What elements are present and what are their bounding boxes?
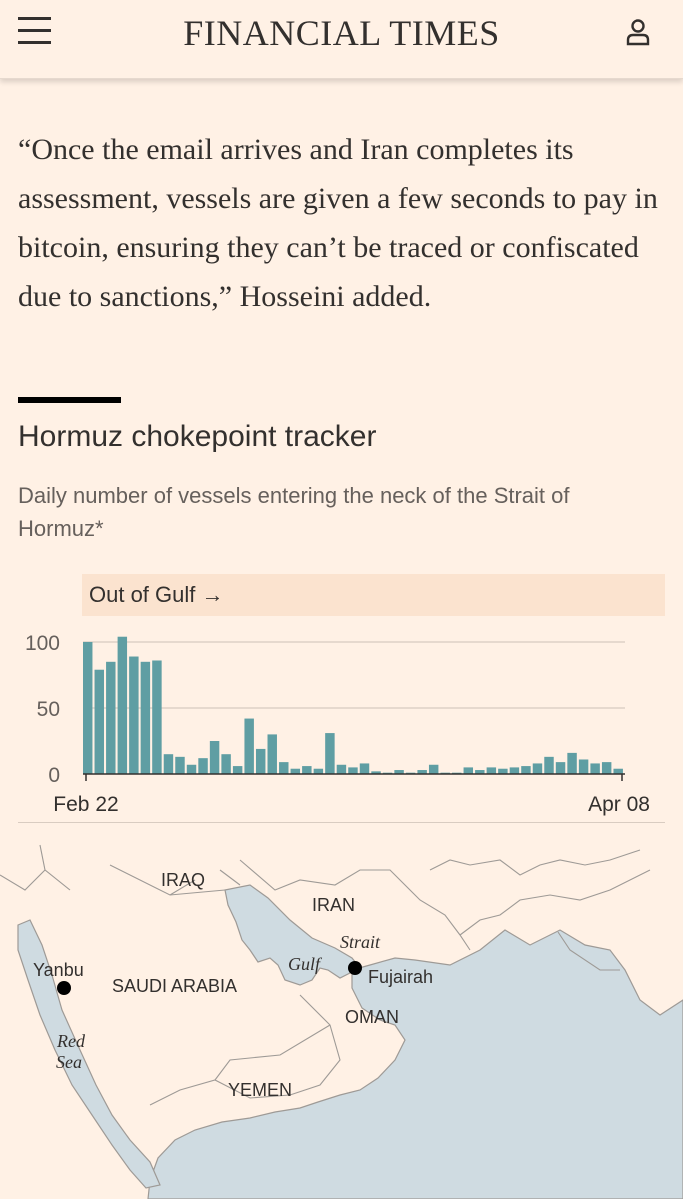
arabian-sea-water: [147, 929, 683, 1199]
bar: [255, 748, 266, 774]
bar: [94, 669, 104, 774]
bar: [244, 718, 254, 774]
bar: [532, 763, 543, 774]
bar: [279, 762, 289, 774]
y-tick-label: 0: [48, 764, 60, 787]
bar: [106, 661, 116, 774]
label-red: Red: [56, 1031, 86, 1051]
bar: [336, 764, 347, 774]
bar: [209, 741, 220, 774]
bar: [509, 767, 520, 774]
direction-band: Out of Gulf →: [82, 574, 665, 616]
y-tick-label: 100: [25, 632, 60, 655]
label-gulf: Gulf: [288, 954, 323, 974]
user-icon[interactable]: [626, 18, 650, 46]
bar: [555, 762, 566, 774]
bar: [417, 770, 427, 774]
chart-title: Hormuz chokepoint tracker: [18, 420, 377, 453]
label-saudi-arabia: SAUDI ARABIA: [112, 976, 237, 996]
region-map: IRAQ IRAN Strait Gulf Fujairah Yanbu SAU…: [0, 844, 683, 1199]
bar: [83, 642, 93, 774]
bar: [544, 756, 554, 774]
bar: [267, 734, 277, 774]
bar: [348, 767, 358, 774]
bar: [486, 767, 497, 774]
label-strait: Strait: [340, 932, 381, 952]
label-fujairah: Fujairah: [368, 967, 433, 987]
bar: [221, 754, 231, 774]
article-quote: “Once the email arrives and Iran complet…: [18, 133, 658, 313]
direction-label: Out of Gulf →: [89, 582, 224, 607]
label-yemen: YEMEN: [228, 1080, 292, 1100]
bar: [290, 768, 301, 774]
chart-divider: [18, 822, 665, 823]
bar: [590, 763, 600, 774]
bar: [302, 766, 312, 774]
bar: [152, 660, 162, 774]
site-header: FINANCIAL TIMES: [0, 0, 683, 79]
bar: [325, 733, 335, 774]
bar: [117, 636, 128, 774]
bar: [475, 770, 485, 774]
bar: [232, 766, 243, 774]
hamburger-menu-icon[interactable]: [18, 17, 51, 45]
bar: [521, 766, 531, 774]
section-rule: [18, 397, 121, 403]
label-oman: OMAN: [345, 1007, 399, 1027]
bar: [129, 656, 139, 774]
bar: [359, 763, 370, 774]
bar: [163, 754, 174, 774]
label-iraq: IRAQ: [161, 870, 205, 890]
bar: [140, 661, 151, 774]
label-iran: IRAN: [312, 895, 355, 915]
bar: [498, 768, 508, 774]
bar: [175, 756, 185, 774]
fujairah-marker: [348, 961, 362, 975]
bar: [567, 752, 577, 774]
bar: [463, 767, 474, 774]
bar: [601, 762, 612, 774]
masthead-logo[interactable]: FINANCIAL TIMES: [183, 13, 500, 53]
country-borders: [0, 844, 651, 1106]
bar: [578, 759, 589, 774]
bar: [313, 768, 324, 774]
bar: [371, 771, 381, 774]
chart-subtitle: Daily number of vessels entering the nec…: [18, 483, 570, 541]
bar: [428, 764, 439, 774]
x-tick-label-end: Apr 08: [588, 793, 650, 816]
bar: [613, 768, 623, 774]
bar: [186, 764, 197, 774]
label-yanbu: Yanbu: [33, 960, 84, 980]
y-tick-label: 50: [37, 698, 60, 721]
bar: [394, 770, 404, 774]
persian-gulf-water: [224, 884, 361, 986]
x-tick-label-start: Feb 22: [53, 793, 118, 816]
red-sea-water: [17, 919, 161, 1189]
yanbu-marker: [57, 981, 71, 995]
bar: [198, 758, 208, 774]
label-sea: Sea: [56, 1052, 82, 1072]
bar-chart: 0 50 100 Feb 22 Apr 08: [25, 632, 650, 816]
